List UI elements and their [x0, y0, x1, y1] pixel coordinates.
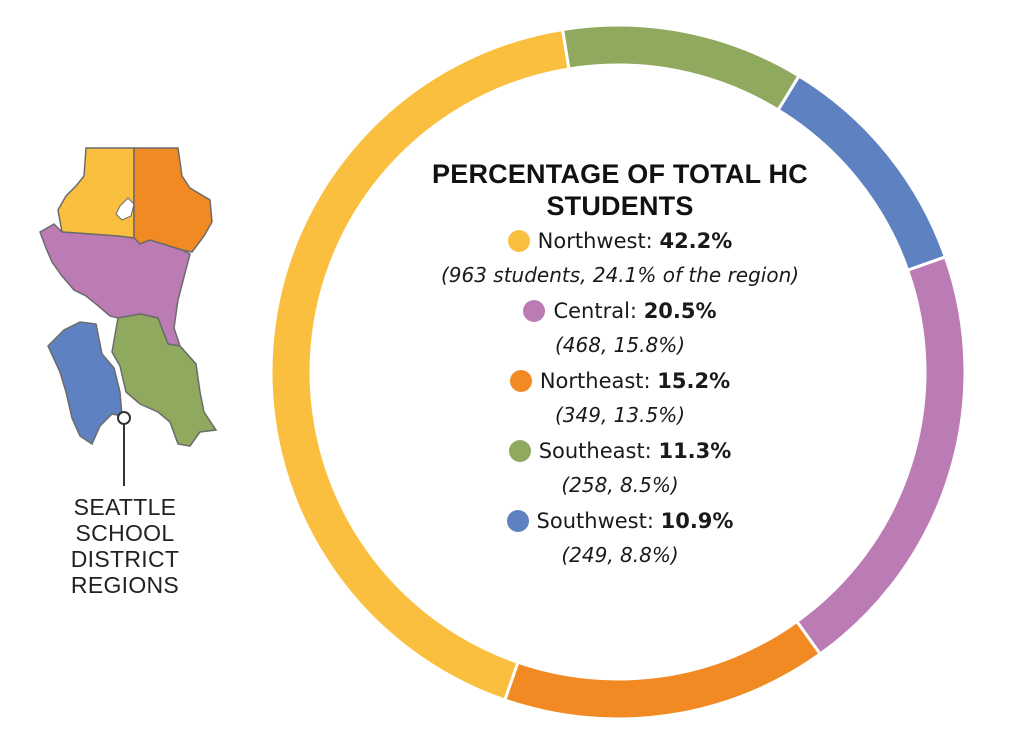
map-lake-green-lake	[115, 197, 135, 221]
legend-label: Southeast:	[538, 439, 652, 463]
legend-detail: (963 students, 24.1% of the region)	[440, 263, 800, 287]
legend-entry-line: Southeast: 11.3%	[380, 434, 860, 468]
legend-detail: (249, 8.8%)	[561, 543, 679, 567]
legend-entry-line: Northwest: 42.2%	[380, 224, 860, 258]
legend-entry: Central: 20.5% (468, 15.8%)	[380, 294, 860, 362]
map-pointer-dot	[117, 411, 131, 425]
legend-entry: Southwest: 10.9% (249, 8.8%)	[380, 504, 860, 572]
legend-swatch	[523, 300, 546, 322]
map-caption-line: DISTRICT	[70, 546, 180, 572]
legend-swatch	[509, 370, 532, 392]
map-caption-line: SCHOOL	[75, 520, 175, 546]
map-region-northeast	[133, 147, 213, 253]
legend-label: Southwest:	[536, 509, 654, 533]
legend-entry: Northeast: 15.2% (349, 13.5%)	[380, 364, 860, 432]
map-caption-line: REGIONS	[70, 572, 180, 598]
legend-value: 10.9%	[660, 509, 734, 533]
legend-swatch	[508, 440, 531, 462]
legend-value: 20.5%	[643, 299, 717, 323]
donut-slice-northeast	[502, 619, 823, 721]
legend-detail: (258, 8.5%)	[561, 473, 679, 497]
legend-detail: (349, 13.5%)	[554, 403, 686, 427]
donut-slice-southeast	[560, 23, 802, 113]
legend-swatch	[507, 230, 530, 252]
chart-legend: PERCENTAGE OF TOTAL HC STUDENTS Northwes…	[380, 158, 860, 572]
map-caption: SEATTLE SCHOOL DISTRICT REGIONS	[50, 494, 200, 598]
legend-entries: Northwest: 42.2% (963 students, 24.1% of …	[380, 224, 860, 572]
legend-swatch	[506, 510, 529, 532]
legend-entry-line: Central: 20.5%	[380, 294, 860, 328]
legend-value: 15.2%	[657, 369, 731, 393]
legend-entry: Northwest: 42.2% (963 students, 24.1% of …	[380, 224, 860, 292]
map-caption-line: SEATTLE	[73, 494, 177, 520]
legend-detail: (468, 15.8%)	[554, 333, 686, 357]
donut-ring	[269, 23, 967, 721]
map-region-northwest	[57, 147, 135, 239]
legend-label: Northwest:	[537, 229, 653, 253]
legend-entry-line: Southwest: 10.9%	[380, 504, 860, 538]
seattle-region-map	[39, 147, 218, 486]
legend-value: 11.3%	[658, 439, 732, 463]
legend-entry: Southeast: 11.3% (258, 8.5%)	[380, 434, 860, 502]
map-region-southeast	[111, 313, 218, 447]
legend-label: Northeast:	[539, 369, 651, 393]
donut-slice-northwest	[269, 27, 571, 702]
legend-label: Central:	[553, 299, 637, 323]
legend-entry-line: Northeast: 15.2%	[380, 364, 860, 398]
map-region-southwest	[47, 321, 123, 446]
chart-title: PERCENTAGE OF TOTAL HC STUDENTS	[432, 159, 808, 221]
legend-value: 42.2%	[659, 229, 733, 253]
